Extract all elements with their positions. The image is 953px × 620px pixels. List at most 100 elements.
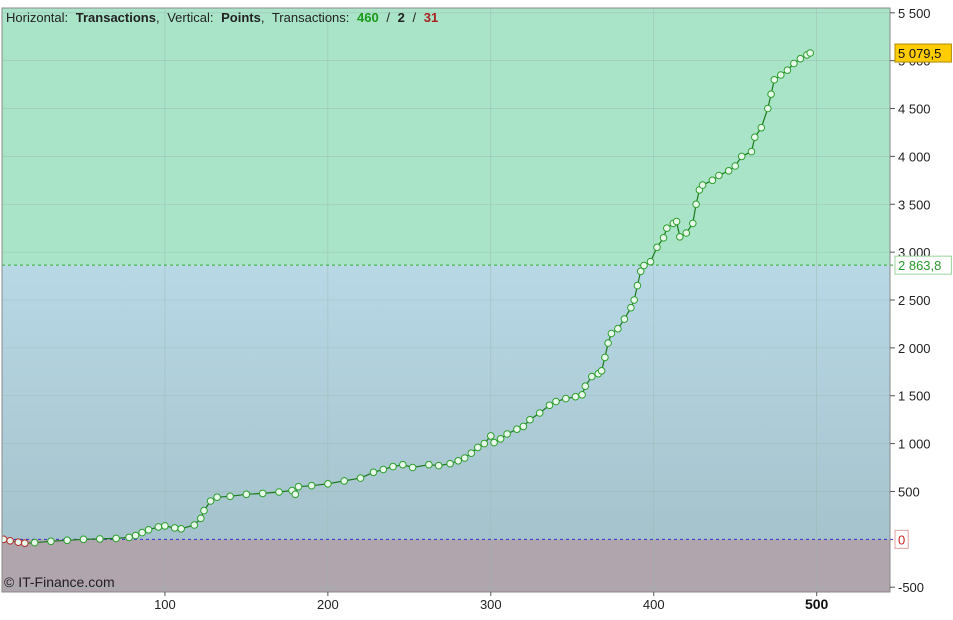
win-point [356, 474, 365, 482]
x-tick-label: 100 [154, 597, 176, 612]
win-point [627, 303, 635, 312]
win-point [663, 224, 671, 232]
win-point [480, 439, 489, 448]
win-point [496, 435, 505, 443]
loss-point [6, 537, 14, 545]
win-point [307, 481, 316, 490]
win-point [689, 219, 697, 228]
average-value-box [894, 255, 952, 275]
info-line: Horizontal: Transactions, Vertical: Poin… [6, 10, 438, 25]
win-point [197, 514, 205, 523]
y-tick-label: 5 500 [898, 6, 931, 21]
x-tick-label: 500 [805, 596, 829, 612]
value-badges: 5 079,5 2 863,8 0 [894, 43, 952, 549]
info-comma-1: , [156, 10, 160, 25]
win-point [646, 257, 655, 266]
win-point [581, 382, 590, 391]
x-axis: 100 200 300 400 500 [154, 592, 829, 612]
win-point [708, 176, 717, 185]
win-point [747, 147, 756, 156]
win-point [783, 66, 792, 74]
win-point [653, 243, 661, 252]
y-tick-label: 4 000 [898, 149, 931, 164]
horizontal-value: Transactions [76, 10, 156, 25]
win-point [682, 229, 691, 237]
win-point [571, 392, 580, 401]
win-point [526, 415, 534, 424]
y-tick-label: -500 [898, 580, 924, 595]
win-point [676, 233, 684, 241]
y-tick-label: 2 500 [898, 293, 931, 308]
win-point [806, 49, 815, 57]
even-count: 2 [398, 10, 405, 25]
win-point [607, 329, 616, 338]
y-tick-label: 1 000 [898, 437, 931, 452]
win-point [513, 425, 521, 434]
x-tick-label: 400 [643, 597, 665, 612]
win-point [206, 497, 215, 505]
win-point [764, 104, 772, 113]
win-point [790, 59, 798, 68]
win-point [460, 454, 469, 462]
info-comma-2: , [261, 10, 265, 25]
loss-point [2, 535, 8, 544]
win-point [389, 462, 397, 471]
win-point [324, 480, 332, 488]
win-point [131, 531, 140, 540]
reference-lines [2, 264, 896, 540]
y-tick-label: 500 [898, 484, 920, 499]
zero-value-box [894, 529, 909, 549]
win-point [630, 296, 639, 304]
win-point [30, 538, 39, 547]
vertical-value: Points [221, 10, 261, 25]
win-point [226, 492, 234, 501]
wins-count: 460 [357, 10, 379, 25]
win-point [112, 534, 120, 543]
win-point [614, 324, 622, 333]
win-point [291, 490, 300, 499]
win-point [474, 443, 482, 452]
win-point [408, 463, 417, 472]
win-point [692, 200, 700, 209]
y-tick-label: 1 500 [898, 389, 931, 404]
win-point [379, 465, 388, 474]
win-point [659, 234, 668, 242]
x-tick-label: 200 [317, 597, 339, 612]
win-point [636, 267, 645, 276]
y-tick-label: 4 500 [898, 102, 931, 117]
loss-zone [2, 539, 890, 592]
win-point [190, 521, 199, 529]
win-point [144, 526, 153, 534]
win-point [715, 171, 723, 180]
win-point [640, 261, 648, 270]
win-point [125, 533, 133, 542]
win-point [294, 482, 303, 491]
win-point [258, 489, 267, 498]
win-point [138, 528, 146, 537]
win-point [737, 152, 746, 161]
win-point [487, 432, 495, 440]
win-point [545, 401, 554, 410]
win-point [96, 535, 104, 543]
win-point [63, 536, 71, 545]
last-value-label: 5 079,5 [898, 46, 941, 61]
win-point [340, 477, 349, 485]
win-point [777, 71, 785, 79]
loss-point [21, 539, 29, 548]
win-point [177, 525, 185, 533]
loss-point [14, 538, 23, 547]
average-value-label: 2 863,8 [898, 258, 941, 273]
win-point [535, 409, 544, 417]
win-point [751, 133, 759, 141]
win-point [578, 391, 586, 399]
win-point [399, 460, 407, 469]
x-tick-label: 300 [480, 597, 502, 612]
win-point [519, 422, 528, 431]
middle-zone [2, 265, 890, 540]
win-point [369, 468, 378, 477]
win-point [454, 457, 463, 465]
win-point [731, 162, 740, 170]
win-point [620, 315, 629, 323]
y-tick-label: 3 500 [898, 197, 931, 212]
